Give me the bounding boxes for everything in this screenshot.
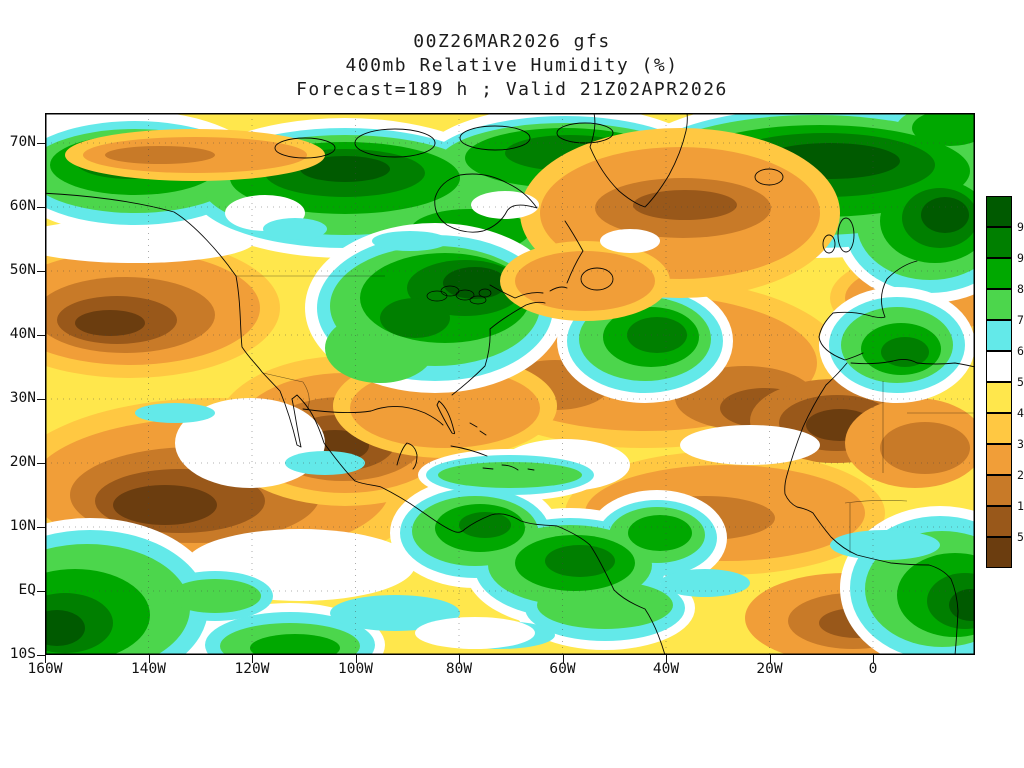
lon-tick-100W xyxy=(355,655,357,663)
colorbar-label-40: 40 xyxy=(1017,406,1024,420)
lat-label-30N: 30N xyxy=(9,390,36,406)
lon-label-0: 0 xyxy=(868,661,878,677)
lat-label-10N: 10N xyxy=(9,518,36,534)
lat-label-50N: 50N xyxy=(9,262,36,278)
lon-label-80W: 80W xyxy=(445,661,473,677)
colorbar-segment-80-90 xyxy=(986,258,1012,289)
colorbar-label-30: 30 xyxy=(1017,437,1024,451)
lat-tick-30N xyxy=(37,399,45,400)
lat-label-10S: 10S xyxy=(9,646,36,662)
colorbar-label-50: 50 xyxy=(1017,375,1024,389)
colorbar-segment-10-20 xyxy=(986,475,1012,506)
map-border xyxy=(45,113,975,655)
colorbar-segment-60-70 xyxy=(986,320,1012,351)
colorbar-segment-lt5 xyxy=(986,537,1012,568)
lon-tick-0 xyxy=(873,655,874,663)
lon-label-120W: 120W xyxy=(234,661,270,677)
lon-label-40W: 40W xyxy=(652,661,680,677)
lat-tick-40N xyxy=(37,335,45,336)
lat-label-70N: 70N xyxy=(9,134,36,150)
colorbar-label-80: 80 xyxy=(1017,282,1024,296)
lat-tick-60N xyxy=(37,207,45,208)
lon-label-140W: 140W xyxy=(131,661,166,677)
coastlines xyxy=(45,113,975,655)
lat-tick-10S xyxy=(37,655,45,656)
lon-tick-20W xyxy=(769,655,771,663)
colorbar-segment-90-95 xyxy=(986,227,1012,258)
political-borders xyxy=(236,275,975,553)
lon-tick-120W xyxy=(252,655,253,663)
lat-tick-50N xyxy=(37,271,45,272)
colorbar-label-20: 20 xyxy=(1017,468,1024,482)
lat-tick-EQ xyxy=(37,591,45,592)
chart-title-block: 00Z26MAR2026 gfs 400mb Relative Humidity… xyxy=(0,30,1024,102)
colorbar-label-70: 70 xyxy=(1017,313,1024,327)
lon-label-100W: 100W xyxy=(338,661,373,677)
colorbar-segment-30-40 xyxy=(986,413,1012,444)
title-run-line: 00Z26MAR2026 gfs xyxy=(413,31,611,52)
texture-streaks xyxy=(135,191,940,649)
graticule xyxy=(45,113,975,655)
lon-tick-40W xyxy=(666,655,667,663)
colorbar-segment-70-80 xyxy=(986,289,1012,320)
lat-label-40N: 40N xyxy=(9,326,36,342)
colorbar-segment-50-60 xyxy=(986,351,1012,382)
lon-tick-60W xyxy=(562,655,564,663)
colorbar-label-5: 5 xyxy=(1017,530,1024,544)
colorbar-label-95: 95 xyxy=(1017,220,1024,234)
map-frame xyxy=(45,113,975,655)
lat-tick-20N xyxy=(37,463,45,464)
lon-tick-140W xyxy=(148,655,150,663)
lon-tick-160W xyxy=(45,655,46,663)
lat-label-20N: 20N xyxy=(9,454,36,470)
lat-label-EQ: EQ xyxy=(18,582,36,598)
lon-label-20W: 20W xyxy=(756,661,783,677)
title-forecast-line: Forecast=189 h ; Valid 21Z02APR2026 xyxy=(296,79,728,100)
colorbar-segment-20-30 xyxy=(986,444,1012,475)
lat-label-60N: 60N xyxy=(9,198,36,214)
rh-contour-map xyxy=(45,113,975,655)
lon-label-160W: 160W xyxy=(27,661,63,677)
colorbar-segment-5-10 xyxy=(986,506,1012,537)
colorbar-label-10: 10 xyxy=(1017,499,1024,513)
colorbar-label-90: 90 xyxy=(1017,251,1024,265)
colorbar-segment-gt95 xyxy=(986,196,1012,227)
lat-tick-70N xyxy=(37,143,45,144)
title-field-line: 400mb Relative Humidity (%) xyxy=(345,55,679,76)
lon-label-60W: 60W xyxy=(549,661,576,677)
lon-tick-80W xyxy=(459,655,460,663)
colorbar-segment-40-50 xyxy=(986,382,1012,413)
lat-tick-10N xyxy=(37,527,45,528)
colorbar-label-60: 60 xyxy=(1017,344,1024,358)
